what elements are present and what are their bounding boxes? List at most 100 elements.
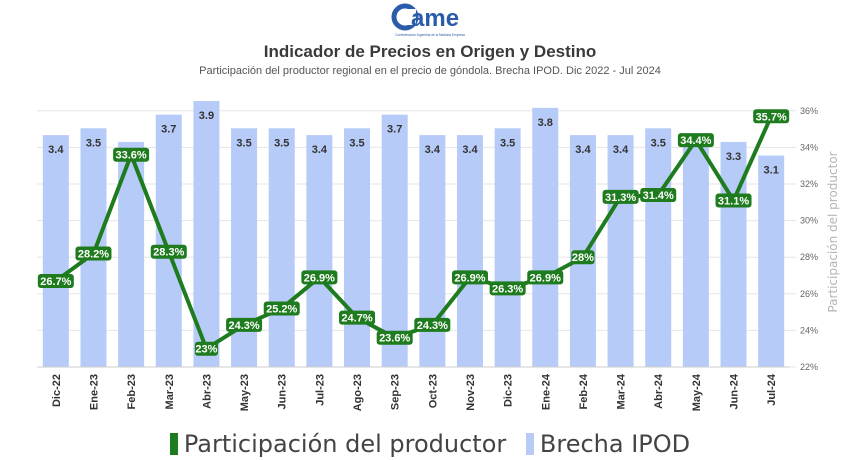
x-tick-label: Feb-23: [126, 374, 138, 409]
bar[interactable]: [42, 135, 69, 367]
x-tick-label: Nov-23: [465, 374, 477, 411]
point-label-bg: [640, 187, 677, 202]
point-label: 28%: [572, 252, 594, 264]
bar-value-label: 3.5: [349, 137, 364, 149]
bar-value-label: 3.5: [86, 137, 101, 149]
x-tick-label: May-24: [691, 373, 703, 411]
bar-value-label: 3.5: [500, 137, 515, 149]
point-label-bg: [301, 270, 338, 285]
bar[interactable]: [607, 135, 634, 367]
point-label: 23.6%: [379, 333, 410, 345]
x-tick-label: Abr-23: [201, 374, 213, 409]
point-label-bg: [489, 281, 526, 296]
x-tick-label: Mar-23: [164, 374, 176, 409]
bar-value-label: 3.1: [764, 165, 779, 177]
legend-line-swatch: [169, 433, 178, 455]
legend-item-line[interactable]: Participación del productor: [169, 430, 507, 458]
point-label-bg: [715, 193, 752, 208]
x-tick-label: Jun-24: [729, 373, 741, 409]
y2-axis-title: Participación del productor: [826, 151, 840, 312]
point-label-bg: [602, 189, 639, 204]
y2-tick-label: 24%: [800, 325, 818, 335]
bar[interactable]: [419, 135, 446, 367]
bar-value-label: 3.4: [575, 144, 591, 156]
point-label: 31.1%: [718, 195, 749, 207]
y2-tick-label: 36%: [800, 106, 818, 116]
bar-value-label: 3.4: [613, 144, 629, 156]
legend-item-bar[interactable]: Brecha IPOD: [525, 430, 691, 458]
point-label: 31.4%: [643, 190, 674, 202]
bar[interactable]: [494, 128, 521, 367]
bar[interactable]: [682, 135, 709, 367]
chart-title: Indicador de Precios en Origen y Destino: [263, 42, 597, 61]
y2-tick-label: 30%: [800, 216, 818, 226]
x-tick-label: Abr-24: [653, 373, 665, 409]
point-label-bg: [414, 317, 451, 332]
y2-tick-label: 34%: [800, 142, 818, 152]
point-label-bg: [75, 246, 112, 261]
bar-value-label: 3.9: [199, 110, 214, 122]
logo-text: ame: [411, 5, 459, 32]
x-tick-label: Jun-23: [277, 374, 289, 409]
x-tick-label: Jul-23: [314, 374, 326, 406]
bar-value-label: 3.4: [462, 144, 478, 156]
point-label-bg: [263, 301, 300, 316]
legend: Participación del productor Brecha IPOD: [0, 430, 860, 458]
point-label: 24.3%: [228, 320, 259, 332]
y2-tick-label: 26%: [800, 289, 818, 299]
y2-tick-label: 22%: [800, 362, 818, 372]
legend-bar-swatch: [525, 433, 534, 455]
bar-value-label: 3.7: [161, 124, 176, 136]
point-label-bg: [339, 310, 376, 325]
bar[interactable]: [268, 128, 295, 367]
bar-value-label: 3.3: [726, 151, 741, 163]
x-tick-label: Ago-23: [352, 374, 364, 411]
point-label: 26.3%: [492, 283, 523, 295]
bar[interactable]: [456, 135, 483, 367]
bar-value-label: 3.4: [48, 144, 64, 156]
bar[interactable]: [645, 128, 672, 367]
x-tick-label: Ene-23: [88, 374, 100, 410]
point-label: 26.9%: [454, 272, 485, 284]
legend-bar-label: Brecha IPOD: [539, 430, 691, 458]
point-label: 25.2%: [266, 303, 297, 315]
came-logo: ame Confederación Argentina de la Median…: [391, 3, 465, 37]
point-label: 26.7%: [40, 276, 71, 288]
point-label: 35.7%: [756, 111, 787, 123]
bar-value-label: 3.7: [387, 124, 402, 136]
bar[interactable]: [532, 107, 559, 368]
logo-tagline: Confederación Argentina de la Mediana Em…: [395, 33, 465, 37]
bar[interactable]: [344, 128, 371, 367]
bar[interactable]: [758, 155, 785, 367]
point-label: 33.6%: [116, 150, 147, 162]
bar[interactable]: [155, 114, 182, 368]
bar-value-label: 3.8: [538, 117, 553, 129]
bar[interactable]: [306, 135, 333, 367]
point-label: 34.4%: [680, 135, 711, 147]
legend-line-label: Participación del productor: [183, 430, 507, 458]
x-tick-label: May-23: [239, 374, 251, 411]
point-label-bg: [37, 273, 74, 288]
point-label: 26.9%: [530, 272, 561, 284]
chart-subtitle: Participación del productor regional en …: [199, 65, 661, 77]
bar-value-label: 3.5: [651, 137, 666, 149]
point-label: 23%: [195, 344, 217, 356]
point-label: 24.3%: [417, 320, 448, 332]
bar-value-label: 3.5: [236, 137, 251, 149]
bar-value-label: 3.4: [425, 144, 441, 156]
x-tick-label: Dic-23: [503, 374, 515, 407]
point-label-bg: [527, 270, 564, 285]
point-label-bg: [113, 147, 150, 162]
bar[interactable]: [381, 114, 408, 368]
x-tick-label: Dic-22: [51, 374, 63, 407]
bar-value-label: 3.5: [274, 137, 289, 149]
point-label-bg: [451, 270, 488, 285]
point-label: 24.7%: [341, 313, 372, 325]
combo-chart: 22% 24% 26% 28% 30% 32% 34% 36% Participación de…: [37, 101, 840, 411]
x-tick-label: Jul-24: [766, 373, 778, 406]
bar-value-label: 3.4: [312, 144, 328, 156]
point-label: 26.9%: [304, 272, 335, 284]
x-tick-label: Feb-24: [578, 373, 590, 409]
point-label-bg: [376, 330, 413, 345]
x-tick-label: Sep-23: [390, 374, 402, 410]
